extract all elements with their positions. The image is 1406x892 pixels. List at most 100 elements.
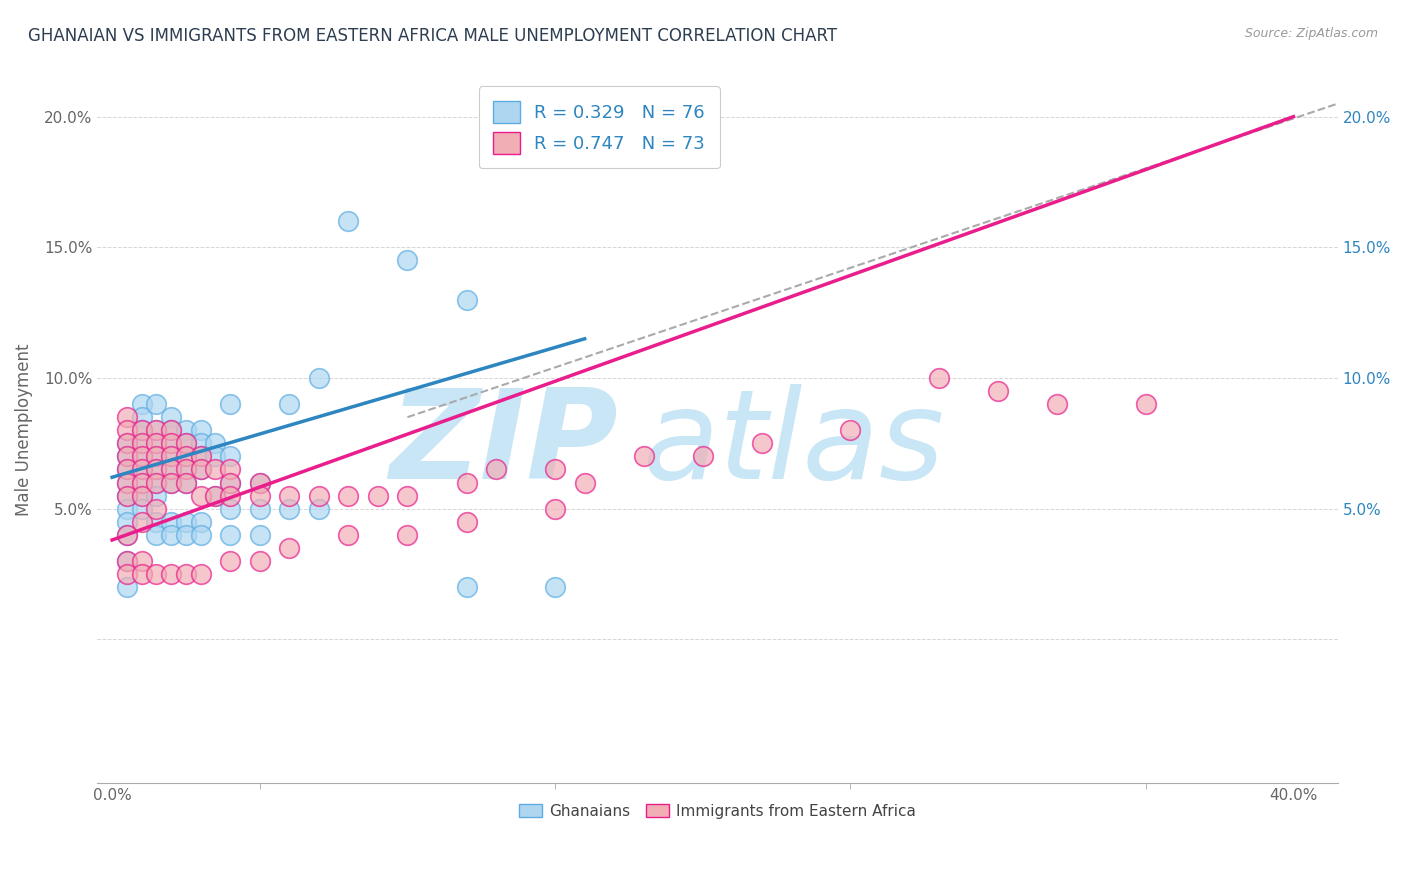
Point bbox=[160, 450, 183, 464]
Point bbox=[145, 397, 167, 411]
Point bbox=[174, 462, 197, 476]
Point bbox=[145, 566, 167, 581]
Point bbox=[928, 371, 950, 385]
Point bbox=[308, 501, 330, 516]
Point bbox=[131, 397, 153, 411]
Point bbox=[278, 501, 301, 516]
Point bbox=[396, 489, 419, 503]
Point bbox=[190, 436, 212, 450]
Point bbox=[115, 450, 138, 464]
Point bbox=[115, 462, 138, 476]
Point bbox=[219, 489, 242, 503]
Point bbox=[115, 489, 138, 503]
Point bbox=[160, 436, 183, 450]
Point bbox=[131, 436, 153, 450]
Point bbox=[987, 384, 1010, 398]
Point bbox=[367, 489, 389, 503]
Point bbox=[190, 450, 212, 464]
Point bbox=[249, 489, 271, 503]
Point bbox=[131, 566, 153, 581]
Point bbox=[145, 475, 167, 490]
Point bbox=[574, 475, 596, 490]
Point bbox=[249, 475, 271, 490]
Point bbox=[544, 462, 567, 476]
Point bbox=[131, 410, 153, 425]
Point bbox=[396, 253, 419, 268]
Point bbox=[160, 410, 183, 425]
Point bbox=[219, 501, 242, 516]
Point bbox=[145, 450, 167, 464]
Point bbox=[190, 528, 212, 542]
Point bbox=[219, 528, 242, 542]
Point bbox=[219, 397, 242, 411]
Point bbox=[219, 462, 242, 476]
Point bbox=[131, 450, 153, 464]
Point bbox=[131, 489, 153, 503]
Point bbox=[174, 450, 197, 464]
Legend: Ghanaians, Immigrants from Eastern Africa: Ghanaians, Immigrants from Eastern Afric… bbox=[513, 797, 922, 825]
Point bbox=[337, 528, 360, 542]
Point bbox=[131, 436, 153, 450]
Point bbox=[145, 528, 167, 542]
Text: ZIP: ZIP bbox=[389, 384, 619, 505]
Point bbox=[160, 475, 183, 490]
Point bbox=[190, 450, 212, 464]
Point bbox=[131, 423, 153, 437]
Point bbox=[219, 554, 242, 568]
Point bbox=[174, 528, 197, 542]
Point bbox=[131, 515, 153, 529]
Point bbox=[145, 489, 167, 503]
Point bbox=[145, 450, 167, 464]
Point bbox=[115, 410, 138, 425]
Point bbox=[131, 501, 153, 516]
Point bbox=[131, 489, 153, 503]
Point bbox=[396, 528, 419, 542]
Point bbox=[174, 436, 197, 450]
Point bbox=[278, 489, 301, 503]
Point bbox=[160, 423, 183, 437]
Point bbox=[174, 566, 197, 581]
Point bbox=[115, 528, 138, 542]
Point bbox=[1046, 397, 1069, 411]
Point bbox=[131, 475, 153, 490]
Point bbox=[160, 462, 183, 476]
Point bbox=[839, 423, 862, 437]
Point bbox=[115, 515, 138, 529]
Point bbox=[160, 528, 183, 542]
Point bbox=[249, 475, 271, 490]
Point bbox=[145, 423, 167, 437]
Point bbox=[131, 462, 153, 476]
Point bbox=[190, 423, 212, 437]
Text: GHANAIAN VS IMMIGRANTS FROM EASTERN AFRICA MALE UNEMPLOYMENT CORRELATION CHART: GHANAIAN VS IMMIGRANTS FROM EASTERN AFRI… bbox=[28, 27, 837, 45]
Point bbox=[204, 462, 226, 476]
Point bbox=[131, 450, 153, 464]
Point bbox=[160, 423, 183, 437]
Point bbox=[204, 489, 226, 503]
Point bbox=[115, 566, 138, 581]
Point bbox=[174, 450, 197, 464]
Point bbox=[204, 489, 226, 503]
Point bbox=[145, 423, 167, 437]
Point bbox=[160, 566, 183, 581]
Point bbox=[544, 501, 567, 516]
Point bbox=[174, 436, 197, 450]
Point bbox=[751, 436, 773, 450]
Point bbox=[249, 554, 271, 568]
Point bbox=[145, 515, 167, 529]
Point bbox=[115, 528, 138, 542]
Point bbox=[174, 515, 197, 529]
Point bbox=[145, 475, 167, 490]
Point bbox=[174, 423, 197, 437]
Point bbox=[456, 293, 478, 307]
Point bbox=[308, 489, 330, 503]
Point bbox=[115, 554, 138, 568]
Point bbox=[131, 462, 153, 476]
Point bbox=[456, 580, 478, 594]
Point bbox=[278, 397, 301, 411]
Point bbox=[160, 475, 183, 490]
Point bbox=[115, 501, 138, 516]
Point bbox=[145, 436, 167, 450]
Point bbox=[337, 489, 360, 503]
Point bbox=[544, 580, 567, 594]
Point bbox=[131, 475, 153, 490]
